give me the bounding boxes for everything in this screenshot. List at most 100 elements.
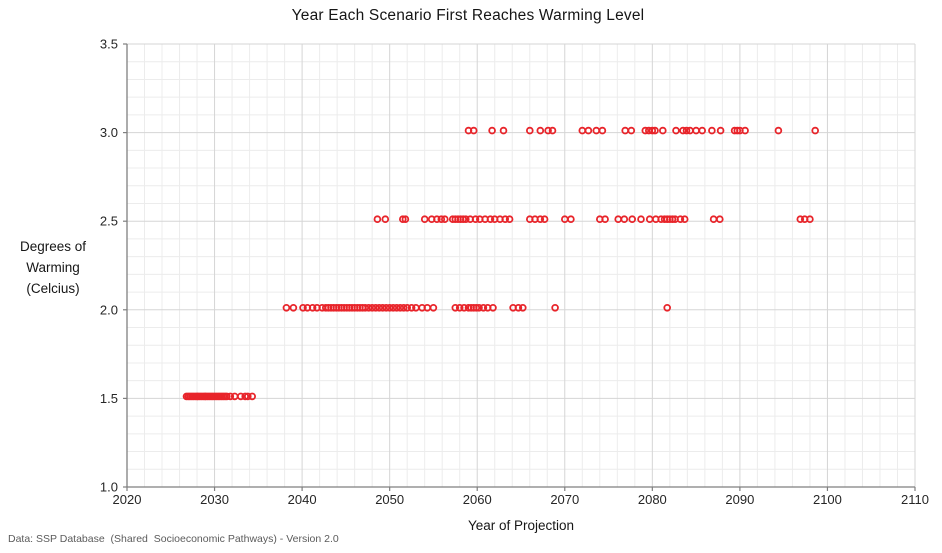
data-point	[708, 126, 716, 135]
data-point	[525, 126, 534, 135]
grid-minor	[127, 44, 915, 487]
data-point	[614, 215, 622, 224]
data-point	[479, 303, 488, 312]
y-tick-label: 1.0	[100, 480, 118, 495]
data-point	[648, 126, 657, 135]
data-point	[796, 215, 805, 224]
data-point	[621, 126, 629, 135]
data-point	[548, 126, 557, 135]
data-point	[399, 303, 408, 312]
data-point	[396, 303, 405, 312]
data-point	[774, 126, 783, 135]
x-tick-label: 2080	[638, 492, 667, 507]
data-point	[505, 215, 514, 224]
data-point	[651, 126, 659, 135]
axes	[123, 43, 916, 491]
series-1.5	[182, 392, 257, 401]
data-points	[182, 126, 819, 401]
data-point	[658, 126, 667, 135]
data-point	[598, 126, 607, 135]
data-point	[429, 303, 438, 312]
x-tick-label: 2020	[113, 492, 142, 507]
data-point	[806, 215, 814, 224]
data-point	[501, 215, 510, 224]
x-tick-label: 2070	[550, 492, 579, 507]
data-point	[241, 392, 250, 401]
data-point	[282, 303, 291, 312]
data-point	[692, 126, 700, 135]
data-point	[540, 215, 549, 224]
x-tick-label: 2060	[463, 492, 492, 507]
data-point	[412, 303, 420, 312]
data-point	[536, 215, 545, 224]
data-point	[641, 126, 650, 135]
data-point	[698, 126, 706, 135]
data-point	[440, 215, 449, 224]
series-2	[282, 303, 671, 312]
data-point	[289, 303, 298, 312]
chart-title: Year Each Scenario First Reaches Warming…	[291, 7, 645, 24]
x-tick-label: 2110	[901, 492, 929, 507]
data-point	[741, 126, 749, 135]
data-point	[361, 303, 370, 312]
data-point	[371, 303, 380, 312]
tick-labels: 2020 2030 2040 2050 2060 2070 2080 2090 2100 2110…	[100, 37, 929, 508]
x-tick-label: 2040	[288, 492, 317, 507]
data-point	[628, 215, 636, 224]
series-2.5	[373, 215, 814, 224]
data-point	[451, 303, 460, 312]
y-axis-title-line: Degrees of	[19, 239, 87, 254]
data-point	[230, 392, 239, 401]
data-point	[389, 303, 398, 312]
data-point	[433, 215, 441, 224]
y-tick-label: 2.5	[100, 214, 118, 229]
data-point	[733, 126, 742, 135]
data-point	[223, 392, 231, 401]
data-point	[469, 126, 478, 135]
data-point	[715, 215, 724, 224]
data-point	[676, 215, 685, 224]
data-point	[364, 303, 373, 312]
x-tick-label: 2090	[725, 492, 754, 507]
data-point	[423, 303, 432, 312]
data-point	[709, 215, 718, 224]
data-point	[518, 303, 527, 312]
data-point	[368, 303, 377, 312]
data-point	[499, 126, 508, 135]
y-axis-title: Degrees of Warming (Celcius)	[0, 236, 106, 299]
data-point	[584, 126, 593, 135]
data-point	[226, 392, 235, 401]
data-point	[378, 303, 387, 312]
data-point	[437, 215, 446, 224]
grid-major	[127, 43, 916, 487]
series-3	[464, 126, 819, 135]
data-point	[403, 303, 412, 312]
data-point	[299, 303, 307, 312]
y-tick-label: 3.0	[100, 125, 118, 140]
data-point	[475, 303, 483, 312]
data-point	[392, 303, 401, 312]
y-tick-label: 3.5	[100, 37, 118, 52]
data-point	[385, 303, 394, 312]
data-point	[459, 215, 468, 224]
data-point	[645, 215, 654, 224]
data-source-note: Data: SSP Database (Shared Socioeconomic…	[8, 533, 339, 545]
data-point	[471, 215, 480, 224]
y-tick-label: 1.5	[100, 391, 118, 406]
data-point	[536, 126, 545, 135]
data-point	[627, 126, 636, 135]
data-point	[663, 303, 671, 312]
data-point	[620, 215, 629, 224]
data-point	[248, 392, 257, 401]
data-point	[637, 215, 645, 224]
data-point	[401, 215, 410, 224]
x-axis-title: Year of Projection	[467, 518, 575, 533]
data-point	[514, 303, 523, 312]
data-point	[455, 303, 464, 312]
data-point	[601, 215, 609, 224]
data-point	[680, 215, 689, 224]
data-point	[373, 215, 382, 224]
data-point	[375, 303, 384, 312]
data-point	[420, 215, 429, 224]
data-point	[381, 215, 390, 224]
